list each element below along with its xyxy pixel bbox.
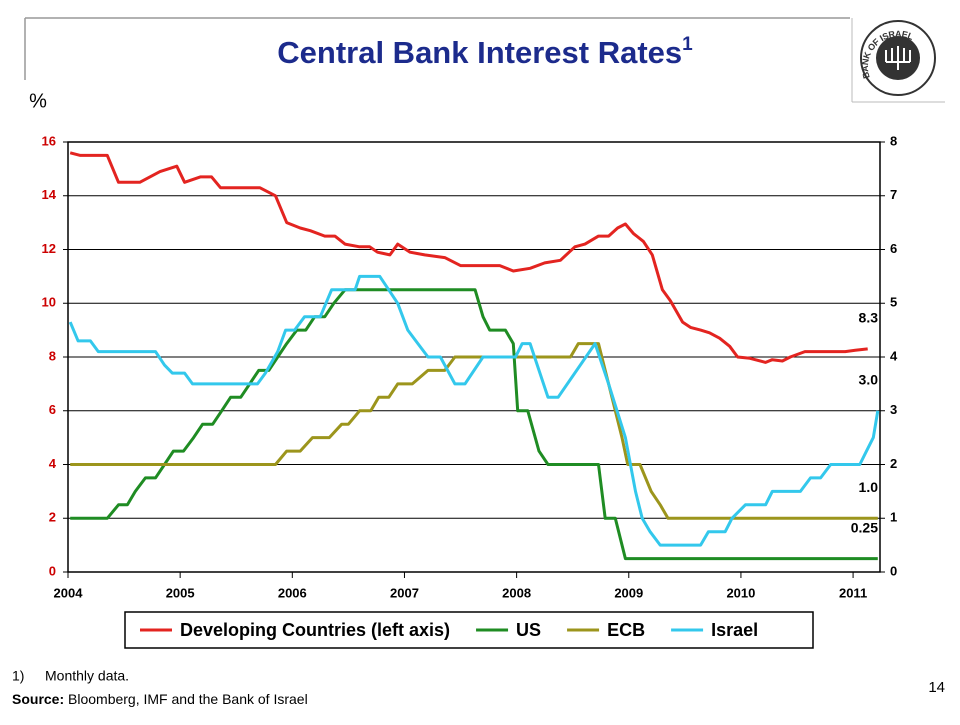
x-tick-label: 2004 xyxy=(54,585,84,600)
page-number: 14 xyxy=(928,679,945,696)
source: Source: Bloomberg, IMF and the Bank of I… xyxy=(12,691,308,707)
series-line xyxy=(70,288,878,561)
y-tick-label: 0 xyxy=(49,563,56,578)
y-tick-label: 14 xyxy=(42,187,57,202)
x-tick-label: 2005 xyxy=(166,585,195,600)
y2-tick-label: 4 xyxy=(890,348,898,363)
chart-title: Central Bank Interest Rates1 xyxy=(277,34,693,70)
y-tick-label: 4 xyxy=(49,456,57,471)
x-tick-label: 2009 xyxy=(614,585,643,600)
series-line xyxy=(69,151,868,364)
footnote-marker: 1) xyxy=(12,668,24,684)
series-line xyxy=(70,342,878,520)
end-label: 8.3 xyxy=(859,310,879,326)
end-label: 3.0 xyxy=(859,371,879,387)
legend-label: Israel xyxy=(711,620,758,640)
logo-menorah xyxy=(885,46,911,70)
y2-tick-label: 2 xyxy=(890,456,897,471)
y2-tick-label: 1 xyxy=(890,510,897,525)
legend-label: Developing Countries (left axis) xyxy=(180,620,450,640)
y-tick-label: 8 xyxy=(49,348,56,363)
y2-tick-label: 0 xyxy=(890,563,897,578)
y-axis-label: % xyxy=(29,90,47,112)
y2-tick-label: 6 xyxy=(890,241,897,256)
series-line xyxy=(68,274,880,547)
y-tick-label: 12 xyxy=(42,241,56,256)
x-tick-label: 2006 xyxy=(278,585,307,600)
logo: BANK OF ISRAEL xyxy=(860,20,936,96)
footnote-text: Monthly data. xyxy=(45,668,129,684)
y2-tick-label: 3 xyxy=(890,402,897,417)
y-tick-label: 6 xyxy=(49,402,56,417)
y2-tick-label: 8 xyxy=(890,133,897,148)
y-tick-label: 2 xyxy=(49,510,56,525)
x-tick-label: 2011 xyxy=(839,585,867,600)
plot-frame xyxy=(67,141,881,573)
y2-tick-label: 5 xyxy=(890,295,897,310)
y-tick-label: 16 xyxy=(42,133,56,148)
y2-tick-label: 7 xyxy=(890,187,897,202)
x-tick-label: 2010 xyxy=(726,585,755,600)
legend-label: US xyxy=(516,620,541,640)
end-label: 0.25 xyxy=(851,519,878,535)
x-tick-label: 2007 xyxy=(390,585,419,600)
y-tick-label: 10 xyxy=(42,295,56,310)
x-tick-label: 2008 xyxy=(502,585,531,600)
legend-label: ECB xyxy=(607,620,645,640)
end-label: 1.0 xyxy=(859,479,879,495)
